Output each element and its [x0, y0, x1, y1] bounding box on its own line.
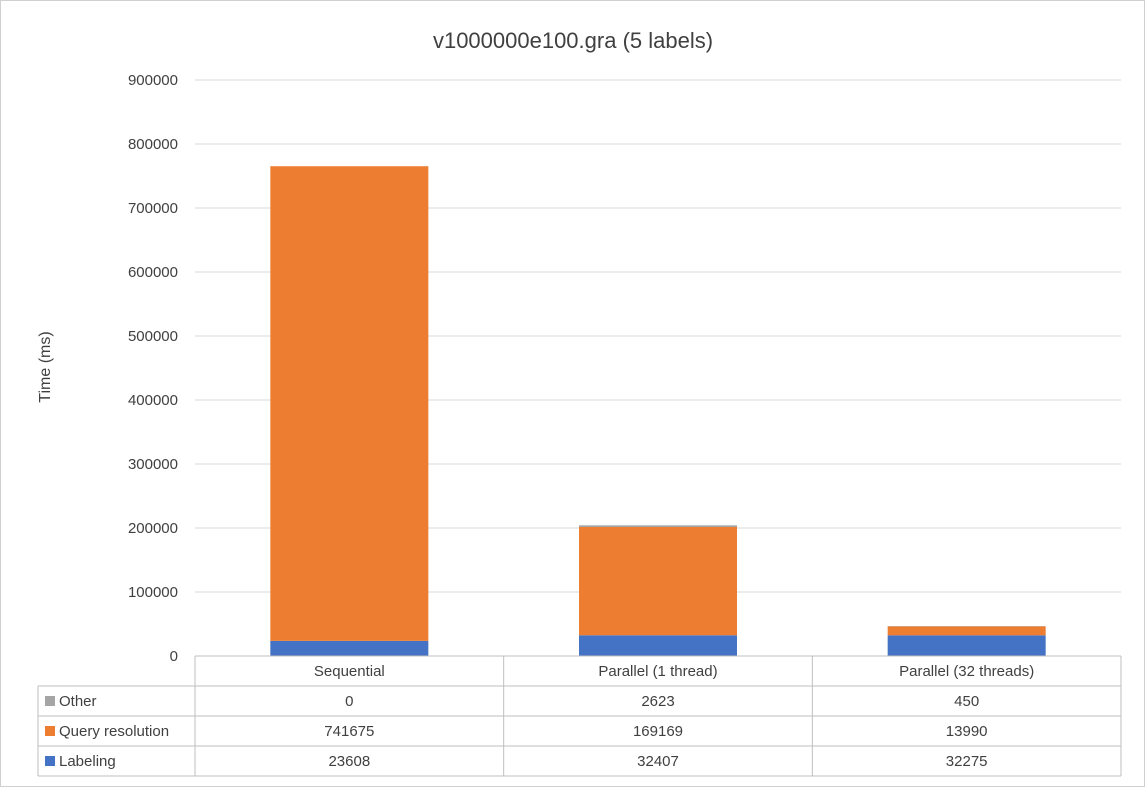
- legend-key: [45, 696, 55, 706]
- bar-labeling-3: [888, 635, 1046, 656]
- y-tick-label: 400000: [128, 392, 178, 409]
- y-tick-label: 300000: [128, 456, 178, 473]
- x-category-label: Sequential: [314, 663, 385, 680]
- table-value-cell: 741675: [324, 723, 374, 740]
- bar-query-resolution-3: [888, 626, 1046, 635]
- y-tick-label: 500000: [128, 328, 178, 345]
- legend-label: Other: [59, 693, 97, 710]
- y-tick-label: 600000: [128, 264, 178, 281]
- bar-layer: [270, 166, 1045, 656]
- y-tick-label: 700000: [128, 200, 178, 217]
- data-table: Sequential Parallel (1 thread) Parallel (3…: [38, 656, 1121, 776]
- chart-title: v1000000e100.gra (5 labels): [433, 28, 713, 53]
- table-value-cell: 0: [345, 693, 353, 710]
- legend-key: [45, 726, 55, 736]
- table-value-cell: 32275: [946, 753, 988, 770]
- table-value-cell: 169169: [633, 723, 683, 740]
- legend-label: Labeling: [59, 753, 116, 770]
- bar-query-resolution-2: [579, 527, 737, 635]
- y-tick-label: 200000: [128, 520, 178, 537]
- legend-key: [45, 756, 55, 766]
- bar-labeling-2: [579, 635, 737, 656]
- table-value-cell: 23608: [328, 753, 370, 770]
- table-value-cell: 32407: [637, 753, 679, 770]
- y-tick-labels: 0 100000 200000 300000 400000 500000 600000 700…: [128, 72, 178, 665]
- bar-other-2: [579, 525, 737, 527]
- y-tick-label: 800000: [128, 136, 178, 153]
- bar-labeling-1: [270, 641, 428, 656]
- bar-query-resolution-1: [270, 166, 428, 641]
- x-category-label: Parallel (32 threads): [899, 663, 1034, 680]
- legend-label: Query resolution: [59, 723, 169, 740]
- y-tick-label: 900000: [128, 72, 178, 89]
- y-tick-label: 0: [170, 648, 178, 665]
- table-value-cell: 2623: [641, 693, 674, 710]
- y-tick-label: 100000: [128, 584, 178, 601]
- x-category-label: Parallel (1 thread): [598, 663, 717, 680]
- table-value-cell: 450: [954, 693, 979, 710]
- y-axis-label: Time (ms): [37, 331, 54, 402]
- table-value-cell: 13990: [946, 723, 988, 740]
